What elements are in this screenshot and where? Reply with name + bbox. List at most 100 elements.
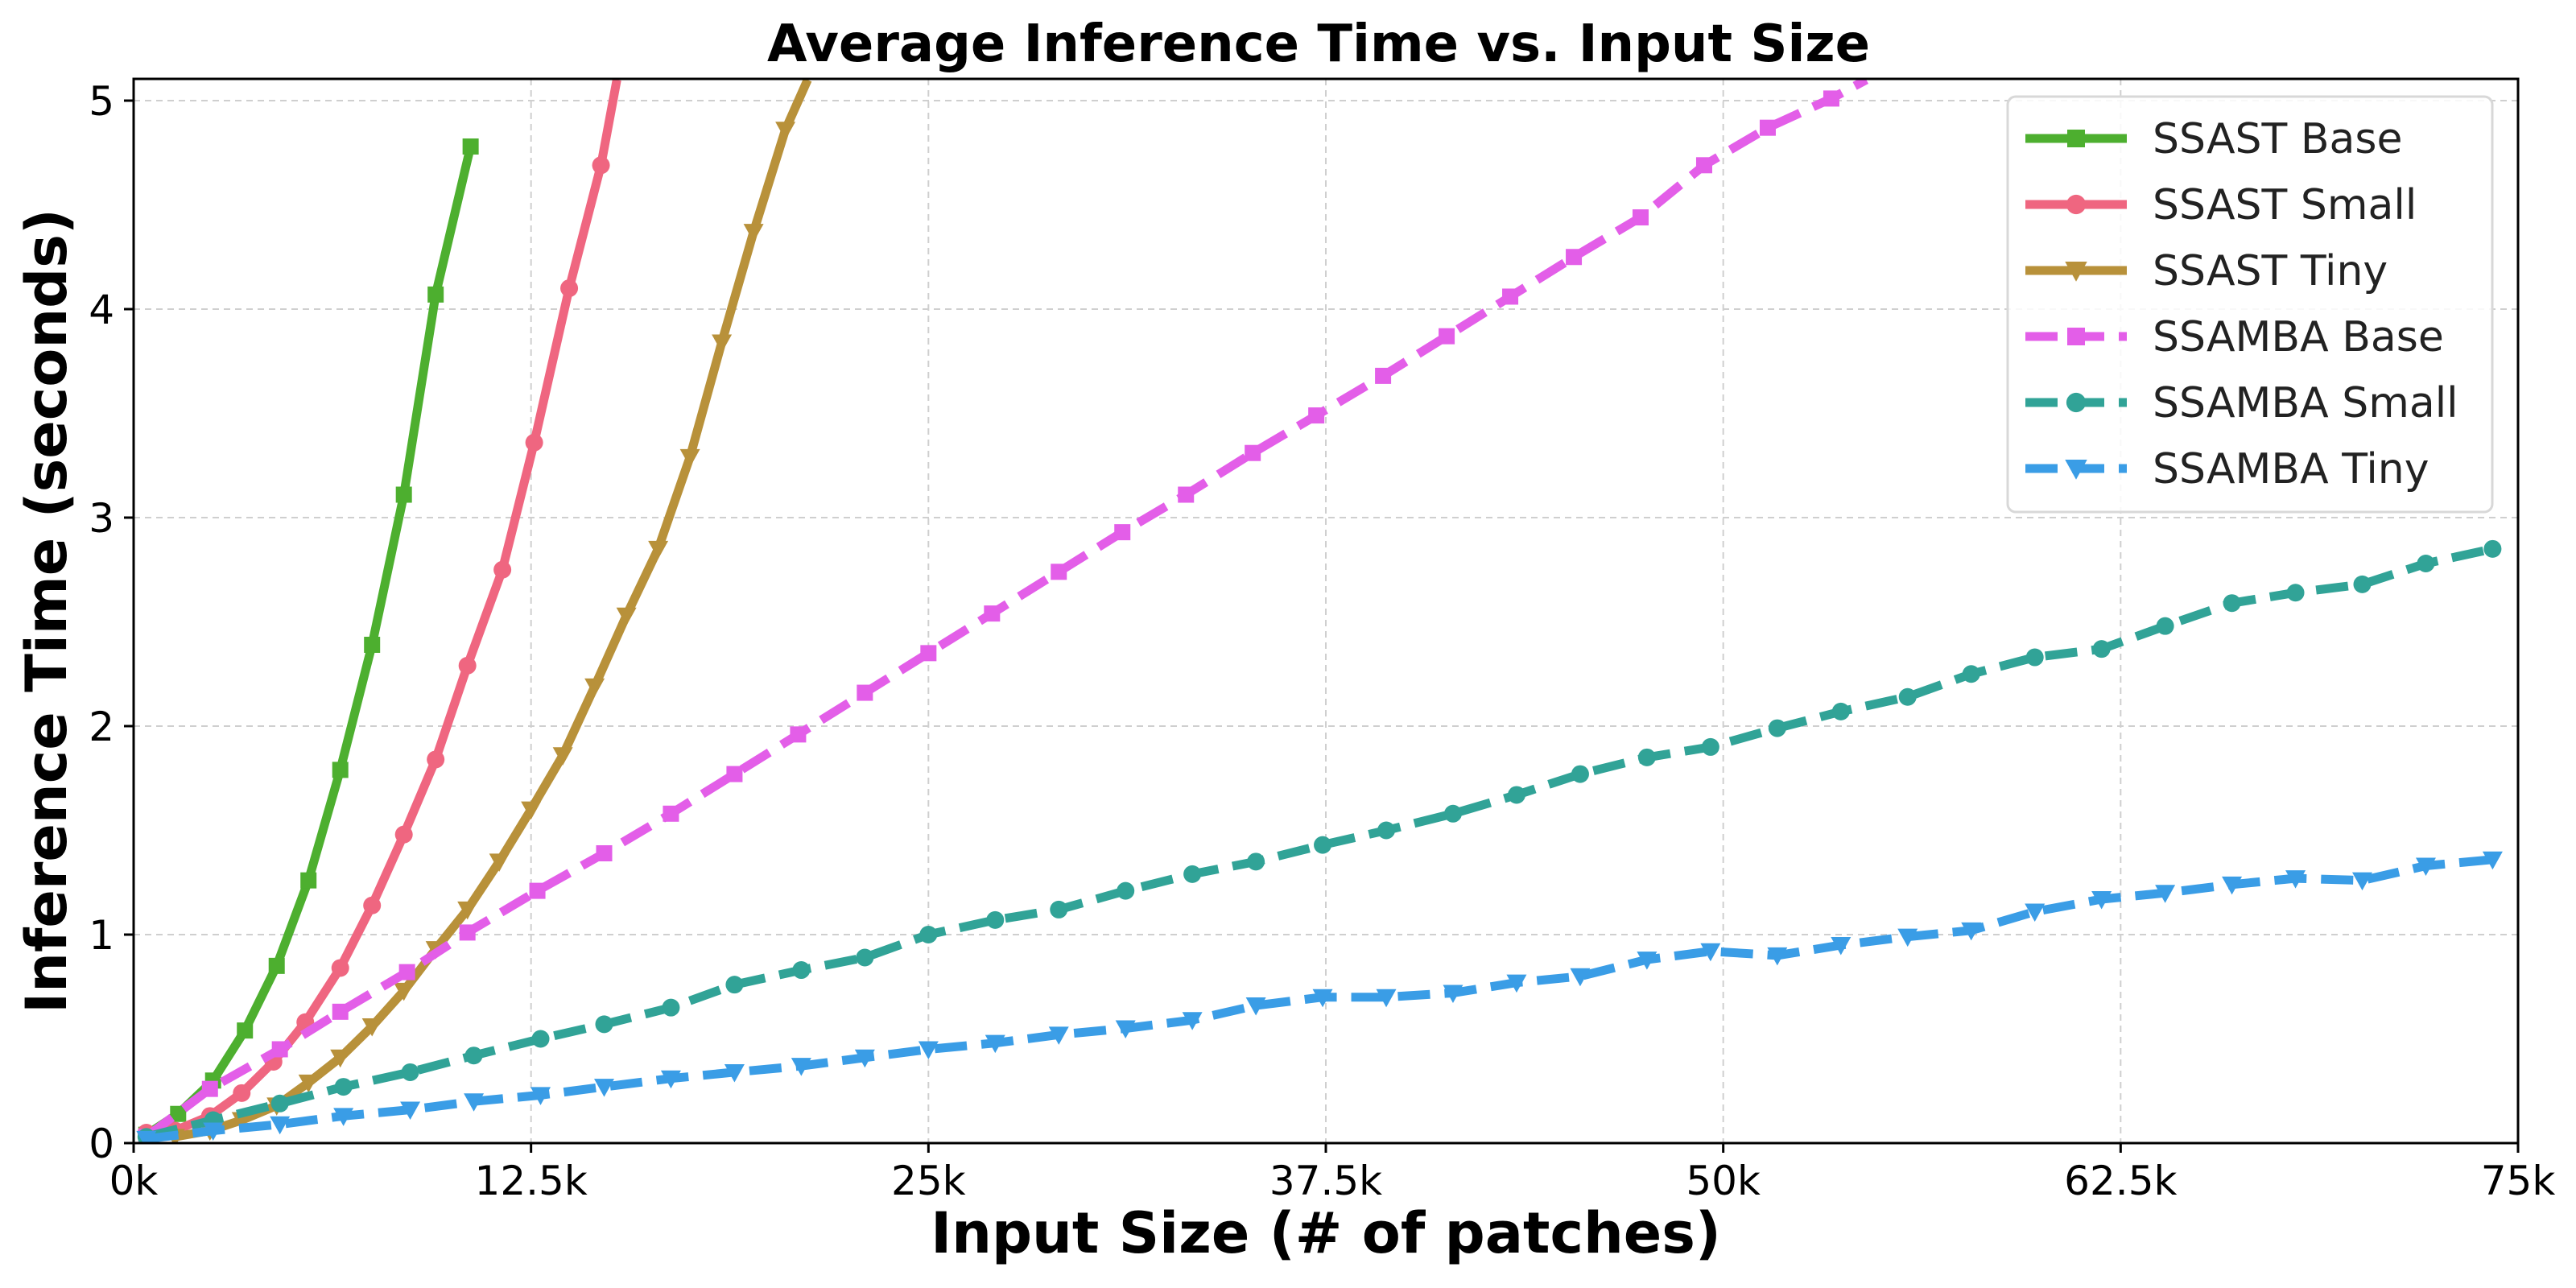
legend-label: SSAMBA Tiny <box>2153 445 2429 493</box>
legend-label: SSAST Base <box>2153 115 2402 163</box>
data-point-ssamba-small <box>595 1015 613 1034</box>
data-point-ssamba-small <box>919 926 938 943</box>
data-point-ssamba-base <box>201 1080 218 1097</box>
data-point-ssamba-base <box>1759 119 1776 136</box>
data-point-ssamba-small <box>792 961 811 980</box>
data-point-ssast-base <box>462 138 479 155</box>
data-point-ssamba-base <box>398 964 415 980</box>
data-point-ssamba-tiny <box>1376 989 1397 1008</box>
data-point-ssast-small <box>592 156 610 175</box>
data-point-ssamba-tiny <box>1048 1026 1069 1045</box>
data-point-ssamba-small <box>2417 554 2435 572</box>
data-point-ssamba-tiny <box>1961 922 1982 941</box>
data-point-ssamba-base <box>726 766 743 782</box>
data-point-ssamba-tiny <box>464 1093 485 1112</box>
data-point-ssast-small <box>233 1084 251 1102</box>
legend-item-ssamba-tiny: SSAMBA Tiny <box>2025 445 2429 493</box>
data-point-ssamba-base <box>920 645 937 662</box>
data-point-ssamba-small <box>2223 594 2241 613</box>
data-point-ssast-tiny <box>231 1112 252 1131</box>
legend-item-ssamba-small: SSAMBA Small <box>2025 379 2458 427</box>
data-point-ssamba-small <box>531 1030 550 1048</box>
data-point-ssamba-small <box>986 910 1005 929</box>
legend-item-ssast-base: SSAST Base <box>2025 115 2402 163</box>
data-point-ssamba-small <box>2286 584 2305 602</box>
axis-ticks: 0k 12.5k 25k 37.5k 50k 62.5k 75k 0 1 2 3 4 5 <box>89 78 2555 1204</box>
data-point-ssast-base <box>332 762 349 778</box>
series-group <box>136 79 2503 1143</box>
data-point-ssast-tiny <box>361 1018 382 1037</box>
data-point-ssast-small <box>427 750 445 769</box>
legend-marker-swatch <box>2065 262 2087 282</box>
x-tick-label: 25k <box>891 1158 966 1204</box>
y-tick-label: 1 <box>89 912 114 959</box>
data-point-ssamba-small <box>1898 687 1917 706</box>
data-point-ssamba-tiny <box>1897 928 1918 947</box>
data-point-ssamba-small <box>1314 836 1332 854</box>
data-point-ssamba-small <box>1962 665 1980 683</box>
data-point-ssamba-tiny <box>724 1063 745 1083</box>
series-ssast-small <box>137 79 621 1142</box>
data-point-ssamba-tiny <box>1700 943 1721 962</box>
data-point-ssast-tiny <box>552 747 573 766</box>
series-ssamba-tiny <box>136 851 2503 1143</box>
data-point-ssast-base <box>395 486 412 503</box>
data-point-ssast-base <box>364 636 381 653</box>
data-point-ssamba-tiny <box>2091 890 2112 910</box>
data-point-ssast-tiny <box>394 982 415 1001</box>
series-line-ssast-small <box>146 79 621 1137</box>
data-point-ssamba-small <box>1831 702 1850 720</box>
x-tick-label: 62.5k <box>2064 1158 2177 1204</box>
data-point-ssamba-base <box>663 805 679 822</box>
data-point-ssamba-base <box>332 1003 349 1020</box>
legend: SSAST Base SSAST Small SSAST Tiny SSAMBA Ba… <box>2006 95 2494 514</box>
x-axis-title: Input Size (# of patches) <box>931 1200 1721 1266</box>
data-point-ssamba-tiny <box>2351 872 2372 891</box>
data-point-ssast-tiny <box>584 678 605 697</box>
data-point-ssast-tiny <box>616 607 637 626</box>
x-tick-label: 75k <box>2481 1158 2556 1204</box>
data-point-ssamba-small <box>1507 786 1525 804</box>
data-point-ssamba-small <box>1117 881 1135 900</box>
data-point-ssamba-tiny <box>203 1122 224 1141</box>
data-point-ssamba-small <box>2025 648 2044 667</box>
legend-marker-swatch <box>2066 392 2087 413</box>
data-point-ssast-base <box>237 1022 254 1039</box>
data-point-ssamba-tiny <box>333 1108 354 1126</box>
data-point-ssamba-tiny <box>2482 851 2503 870</box>
data-point-ssamba-small <box>1247 852 1265 871</box>
data-point-ssast-small <box>458 656 477 675</box>
data-point-ssamba-tiny <box>1831 936 1852 956</box>
data-point-ssamba-small <box>1571 765 1589 783</box>
data-point-ssamba-base <box>1245 444 1261 461</box>
legend-marker-swatch <box>2066 194 2087 215</box>
y-tick-label: 3 <box>89 495 114 542</box>
data-point-ssast-small <box>493 560 512 579</box>
data-point-ssamba-tiny <box>1115 1020 1136 1039</box>
data-point-ssast-tiny <box>457 901 478 920</box>
data-point-ssamba-base <box>1375 367 1392 384</box>
data-point-ssamba-small <box>2156 617 2174 635</box>
data-point-ssamba-small <box>334 1078 353 1096</box>
legend-label: SSAMBA Base <box>2153 313 2444 361</box>
data-point-ssamba-small <box>856 948 874 967</box>
data-point-ssamba-tiny <box>270 1116 291 1135</box>
x-tick-label: 37.5k <box>1269 1158 1382 1204</box>
x-tick-label: 0k <box>109 1158 159 1204</box>
data-point-ssamba-base <box>1823 90 1839 107</box>
data-point-ssamba-base <box>1695 157 1712 174</box>
data-point-ssamba-base <box>1439 328 1455 345</box>
y-tick-label: 4 <box>89 287 114 333</box>
data-point-ssamba-tiny <box>1182 1012 1203 1030</box>
data-point-ssamba-tiny <box>400 1101 421 1121</box>
data-point-ssamba-small <box>270 1094 289 1113</box>
x-tick-label: 12.5k <box>475 1158 588 1204</box>
data-point-ssast-base <box>268 957 285 974</box>
data-point-ssamba-tiny <box>660 1070 681 1089</box>
data-point-ssamba-base <box>459 924 476 941</box>
legend-label: SSAST Small <box>2153 181 2417 229</box>
legend-item-ssast-tiny: SSAST Tiny <box>2025 247 2388 295</box>
data-point-ssast-tiny <box>298 1074 319 1093</box>
data-point-ssamba-base <box>1051 564 1067 580</box>
